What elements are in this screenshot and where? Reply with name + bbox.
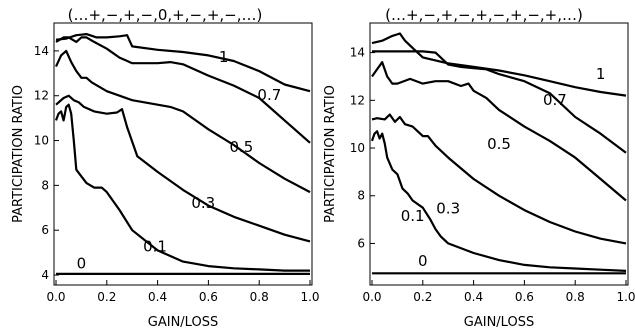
- right-chart-xlabel: GAIN/LOSS: [464, 315, 534, 330]
- right-chart-ytick-label: 14: [350, 46, 365, 60]
- left-chart-ytick-label: 10: [34, 134, 49, 148]
- left-chart-xlabel: GAIN/LOSS: [148, 315, 218, 330]
- left-chart-ytick-label: 8: [41, 178, 49, 192]
- right-chart-curve-labels: 1 0.7 0.5 0.3 0.1 0: [401, 65, 606, 270]
- left-chart-ylabel: PARTICIPATION RATIO: [11, 85, 26, 223]
- right-chart-ytick-label: 10: [350, 141, 365, 155]
- right-chart-ytick-label: 12: [350, 93, 365, 107]
- right-chart: (…+,−,+,−,+,−,+,−,+,…) GAIN/LOSS PARTICI…: [323, 6, 635, 330]
- left-chart-xtick-label: 0.4: [148, 290, 167, 304]
- right-chart-xtick-label: 0.8: [566, 290, 585, 304]
- left-chart-ytick-label: 14: [34, 44, 49, 58]
- right-chart-series-line: [370, 130, 627, 272]
- right-chart-frame: [369, 22, 629, 286]
- left-chart-series-label: 0.1: [143, 238, 167, 256]
- left-chart-title: (…+,−,+,−,0,+,−,+,−,…): [68, 6, 263, 24]
- right-chart-xtick-label: 0.0: [362, 290, 381, 304]
- left-chart-xtick-label: 0.8: [250, 290, 269, 304]
- left-chart-ytick-label: 4: [41, 268, 49, 282]
- left-chart-series-label: 0.3: [191, 194, 215, 212]
- right-chart-xtick-label: 1.0: [616, 290, 635, 304]
- left-chart: (…+,−,+,−,0,+,−,+,−,…) GAIN/LOSS PARTICI…: [11, 6, 320, 330]
- right-chart-ytick-label: 8: [357, 189, 365, 203]
- right-chart-series-line: [372, 50, 627, 154]
- right-chart-series-line: [371, 113, 627, 245]
- right-chart-series-label: 0.7: [543, 91, 567, 109]
- right-chart-series-label: 0: [418, 252, 428, 270]
- left-chart-xtick-label: 0.2: [97, 290, 116, 304]
- right-chart-xtick-label: 0.6: [515, 290, 534, 304]
- left-chart-series-line: [54, 103, 310, 272]
- left-chart-ytick-label: 12: [34, 89, 49, 103]
- right-chart-series-label: 0.1: [401, 207, 425, 225]
- right-chart-xtick-label: 0.2: [413, 290, 432, 304]
- right-chart-series-label: 0.5: [487, 135, 511, 153]
- right-chart-series-line: [371, 32, 627, 97]
- left-chart-xtick-label: 0.6: [199, 290, 218, 304]
- right-chart-series-label: 0.3: [436, 200, 460, 218]
- left-chart-xtick-label: 0.0: [46, 290, 65, 304]
- left-chart-series-line: [55, 33, 311, 93]
- left-chart-xtick-label: 1.0: [300, 290, 319, 304]
- left-chart-series-line: [55, 94, 311, 243]
- left-chart-frame: [53, 22, 313, 286]
- left-chart-series-line: [54, 49, 311, 194]
- right-chart-curves: [370, 32, 627, 275]
- left-chart-ytick-label: 6: [41, 223, 49, 237]
- right-chart-title: (…+,−,+,−,+,−,+,−,+,…): [385, 6, 583, 24]
- left-chart-series-label: 0: [77, 254, 87, 272]
- right-chart-series-label: 1: [596, 65, 606, 83]
- right-chart-series-line: [371, 61, 627, 202]
- left-chart-series-label: 1: [219, 48, 229, 66]
- right-chart-ytick-label: 6: [357, 236, 365, 250]
- left-chart-series-line: [55, 36, 311, 144]
- left-chart-curves: [54, 33, 311, 275]
- right-chart-ylabel: PARTICIPATION RATIO: [323, 85, 338, 223]
- right-chart-xtick-label: 0.4: [464, 290, 483, 304]
- left-chart-series-label: 0.7: [257, 86, 281, 104]
- left-chart-curve-labels: 1 0.7 0.5 0.3 0.1 0: [77, 48, 282, 272]
- left-chart-series-label: 0.5: [229, 138, 253, 156]
